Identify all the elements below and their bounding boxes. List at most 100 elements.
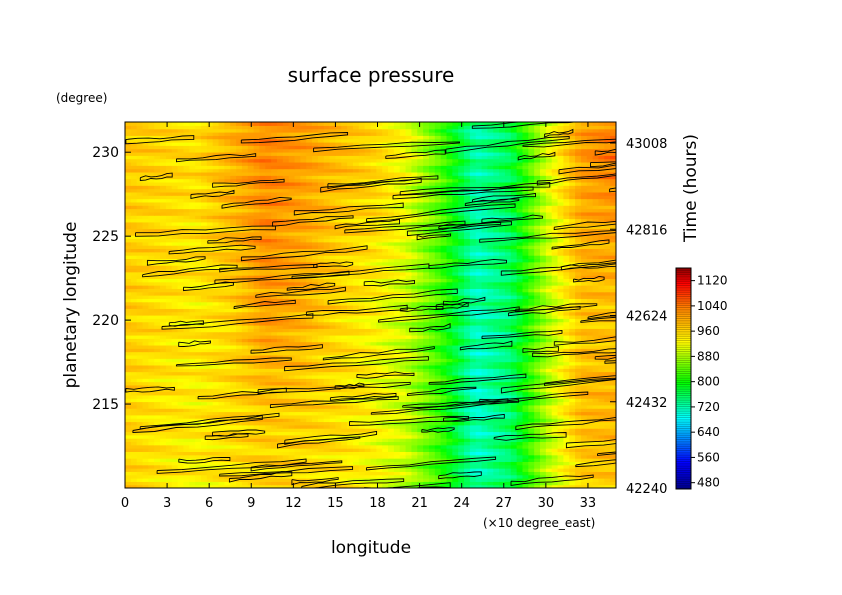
heatmap-cell	[160, 408, 167, 413]
heatmap-cell	[382, 338, 389, 343]
heatmap-cell	[195, 301, 202, 306]
heatmap-cell	[195, 448, 202, 452]
heatmap-cell	[510, 391, 518, 396]
heatmap-cell	[382, 431, 389, 436]
heatmap-cell	[516, 374, 524, 379]
heatmap-cell	[504, 421, 512, 426]
heatmap-cell	[405, 305, 413, 309]
heatmap-cell	[580, 368, 588, 373]
heatmap-cell	[382, 311, 389, 316]
heatmap-cell	[446, 438, 453, 443]
heatmap-cell	[130, 434, 138, 439]
heatmap-cell	[580, 468, 588, 472]
heatmap-cell	[464, 331, 471, 336]
heatmap-cell	[586, 431, 594, 436]
heatmap-cell	[428, 461, 436, 466]
heatmap-cell	[534, 441, 541, 446]
heatmap-cell	[586, 305, 594, 309]
heatmap-cell	[282, 471, 290, 476]
heatmap-cell	[241, 438, 249, 443]
heatmap-cell	[206, 361, 214, 366]
heatmap-cell	[423, 298, 430, 303]
heatmap-cell	[475, 451, 483, 456]
heatmap-cell	[288, 338, 296, 343]
heatmap-cell	[160, 371, 167, 376]
heatmap-cell	[393, 464, 401, 469]
heatmap-cell	[224, 371, 231, 376]
heatmap-cell	[388, 291, 395, 296]
heatmap-cell	[580, 374, 588, 379]
heatmap-cell	[200, 378, 208, 383]
heatmap-cell	[335, 344, 342, 349]
heatmap-cell	[399, 324, 407, 329]
heatmap-cell	[247, 361, 255, 366]
heatmap-cell	[218, 461, 225, 466]
heatmap-cell	[580, 411, 588, 416]
heatmap-cell	[276, 361, 284, 366]
heatmap-cell	[236, 348, 243, 353]
heatmap-cell	[399, 364, 407, 369]
heatmap-cell	[393, 338, 401, 343]
heatmap-cell	[136, 454, 144, 459]
heatmap-cell	[341, 305, 348, 309]
heatmap-cell	[551, 484, 559, 488]
heatmap-cell	[563, 461, 570, 466]
heatmap-cell	[434, 451, 442, 456]
heatmap-cell	[504, 408, 512, 413]
heatmap-cell	[253, 334, 261, 339]
heatmap-cell	[335, 291, 342, 296]
heatmap-cell	[364, 471, 372, 476]
heatmap-cell	[206, 364, 214, 369]
heatmap-cell	[388, 431, 395, 436]
heatmap-cell	[411, 471, 418, 476]
heatmap-cell	[148, 444, 155, 449]
heatmap-cell	[522, 458, 529, 462]
heatmap-cell	[317, 454, 325, 459]
heatmap-cell	[464, 398, 471, 403]
heatmap-cell	[534, 314, 541, 319]
heatmap-cell	[610, 321, 616, 326]
heatmap-cell	[206, 305, 214, 309]
heatmap-cell	[230, 378, 237, 383]
heatmap-cell	[393, 391, 401, 396]
heatmap-cell	[376, 484, 383, 488]
heatmap-cell	[446, 388, 453, 393]
heatmap-cell	[475, 388, 483, 393]
heatmap-cell	[493, 351, 500, 356]
heatmap-cell	[329, 348, 337, 353]
heatmap-cell	[487, 314, 494, 319]
heatmap-cell	[352, 458, 360, 462]
heatmap-cell	[165, 448, 173, 452]
heatmap-cell	[487, 408, 494, 413]
heatmap-cell	[276, 298, 284, 303]
heatmap-cell	[464, 318, 471, 323]
heatmap-cell	[610, 354, 616, 359]
heatmap-cell	[130, 348, 138, 353]
heatmap-cell	[446, 394, 453, 399]
heatmap-cell	[417, 394, 424, 399]
heatmap-cell	[282, 434, 290, 439]
heatmap-cell	[136, 428, 144, 433]
heatmap-cell	[370, 334, 377, 339]
heatmap-cell	[329, 321, 337, 326]
heatmap-cell	[428, 361, 436, 366]
heatmap-cell	[405, 328, 413, 333]
heatmap-cell	[306, 291, 313, 296]
heatmap-cell	[493, 344, 500, 349]
heatmap-cell	[569, 368, 576, 373]
heatmap-cell	[341, 451, 348, 456]
heatmap-cell	[516, 368, 524, 373]
heatmap-cell	[247, 401, 255, 406]
heatmap-cell	[282, 351, 290, 356]
heatmap-cell	[586, 414, 594, 419]
heatmap-cell	[370, 411, 377, 416]
heatmap-cell	[189, 428, 196, 433]
heatmap-cell	[352, 448, 360, 452]
heatmap-cell	[282, 484, 290, 488]
heatmap-cell	[405, 344, 413, 349]
heatmap-cell	[563, 328, 570, 333]
heatmap-cell	[487, 371, 494, 376]
heatmap-cell	[499, 394, 506, 399]
heatmap-cell	[376, 411, 383, 416]
heatmap-cell	[405, 321, 413, 326]
